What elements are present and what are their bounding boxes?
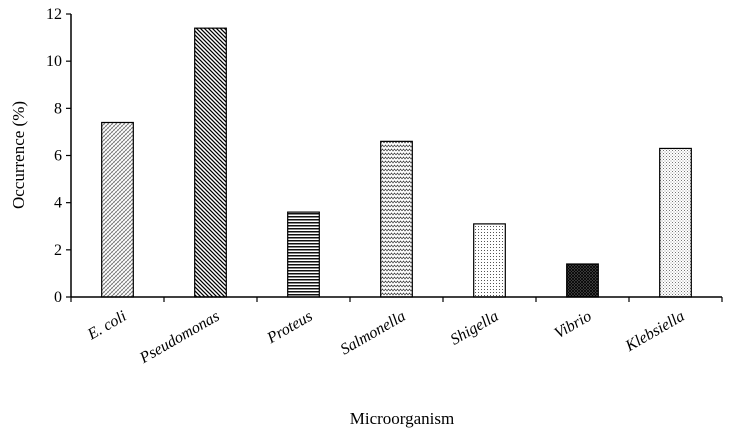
x-category-label: Proteus	[264, 308, 316, 348]
bar-proteus	[287, 211, 320, 298]
x-axis-title: Microorganism	[350, 409, 455, 428]
x-category-label: E. coli	[84, 308, 130, 344]
bar-klebsiella	[659, 147, 692, 298]
bar-shigella	[473, 223, 506, 298]
x-category-label: Salmonella	[338, 308, 409, 359]
x-category-label: Vibrio	[552, 308, 595, 343]
x-axis-ticks	[70, 297, 723, 302]
y-axis-ticks: 0 2 4 6 8 10 12	[46, 6, 71, 306]
bars	[101, 27, 692, 298]
bar-vibrio	[566, 263, 599, 298]
y-tick-label: 12	[46, 6, 62, 23]
y-tick-label: 2	[54, 242, 62, 259]
x-category-label: Klebsiella	[622, 308, 688, 356]
y-tick-label: 4	[54, 195, 62, 212]
bar-e-coli	[101, 121, 134, 298]
category-labels: E. coli Pseudomonas Proteus Salmonella Shige…	[84, 308, 688, 368]
y-tick-label: 10	[46, 53, 62, 70]
y-tick-label: 8	[54, 100, 62, 117]
x-category-label: Pseudomonas	[136, 308, 222, 368]
bar-pseudomonas	[194, 27, 227, 298]
y-tick-label: 0	[54, 289, 62, 306]
y-axis-title: Occurrence (%)	[9, 101, 28, 209]
x-category-label: Shigella	[448, 308, 502, 349]
y-tick-label: 6	[54, 148, 62, 165]
bar-salmonella	[380, 140, 413, 298]
